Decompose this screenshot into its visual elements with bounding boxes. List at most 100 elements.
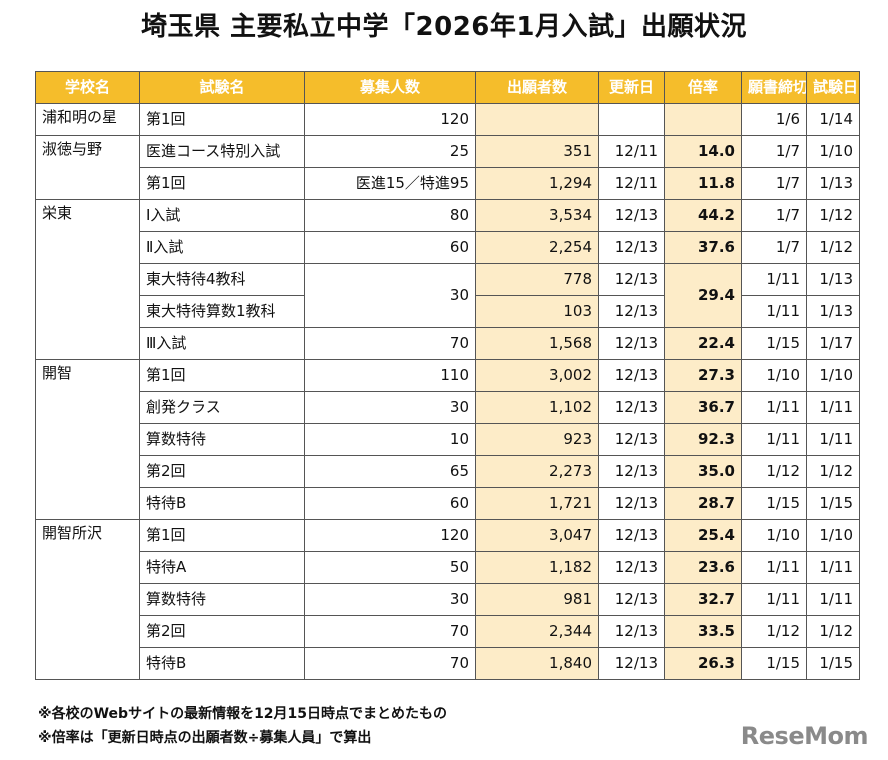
- exam-name: 第1回: [139, 103, 305, 136]
- table-row: Ⅱ入試 60 2,254 12/13 37.6 1/7 1/12: [36, 231, 860, 264]
- exam-name: 第2回: [139, 455, 305, 488]
- ratio: 27.3: [664, 359, 742, 392]
- applicants: 3,002: [475, 359, 599, 392]
- capacity: 医進15／特進95: [304, 167, 476, 200]
- applicants: 1,182: [475, 551, 599, 584]
- exam-name: 東大特待算数1教科: [139, 295, 305, 328]
- ratio: 26.3: [664, 647, 742, 680]
- table-row: 特待B 60 1,721 12/13 28.7 1/15 1/15: [36, 487, 860, 520]
- updated-date: 12/13: [598, 231, 665, 264]
- deadline: 1/7: [741, 199, 807, 232]
- ratio: 36.7: [664, 391, 742, 424]
- applicants: 1,568: [475, 327, 599, 360]
- deadline: 1/11: [741, 423, 807, 456]
- updated-date: 12/13: [598, 359, 665, 392]
- deadline: 1/15: [741, 647, 807, 680]
- exam-date: 1/17: [806, 327, 860, 360]
- exam-date: 1/10: [806, 359, 860, 392]
- header-exam-date: 試験日: [806, 71, 860, 104]
- footnote: ※倍率は「更新日時点の出願者数÷募集人員」で算出: [38, 730, 372, 746]
- capacity: 10: [304, 423, 476, 456]
- table-row: Ⅲ入試 70 1,568 12/13 22.4 1/15 1/17: [36, 327, 860, 360]
- exam-date: 1/13: [806, 263, 860, 296]
- deadline: 1/11: [741, 295, 807, 328]
- header-deadline: 願書締切: [741, 71, 807, 104]
- updated-date: 12/13: [598, 583, 665, 616]
- deadline: 1/7: [741, 167, 807, 200]
- school-name: 栄東: [35, 199, 140, 360]
- exam-date: 1/11: [806, 391, 860, 424]
- table-row: 開智所沢 第1回 120 3,047 12/13 25.4 1/10 1/10: [35, 519, 860, 680]
- table-row: 東大特待4教科 30 778 12/13 29.4 1/11 1/13: [36, 263, 860, 328]
- exam-name: 東大特待4教科: [139, 263, 305, 296]
- table-row: 東大特待算数1教科 103 12/13 1/11 1/13: [36, 295, 860, 328]
- header-ratio: 倍率: [664, 71, 742, 104]
- applicants: 2,254: [475, 231, 599, 264]
- exam-name: 第1回: [139, 519, 305, 552]
- capacity: 25: [304, 135, 476, 168]
- header-updated: 更新日: [598, 71, 665, 104]
- capacity: 30: [304, 263, 476, 328]
- capacity: 65: [304, 455, 476, 488]
- school-name: 開智所沢: [35, 519, 140, 680]
- page-title: 埼玉県 主要私立中学「2026年1月入試」出願状況: [140, 12, 747, 42]
- exam-date: 1/11: [806, 423, 860, 456]
- deadline: 1/10: [741, 519, 807, 552]
- applicants: 2,344: [475, 615, 599, 648]
- updated-date: 12/13: [598, 295, 665, 328]
- capacity: 120: [304, 103, 476, 136]
- ratio: 92.3: [664, 423, 742, 456]
- exam-date: 1/10: [806, 519, 860, 552]
- ratio: [664, 103, 742, 136]
- exam-name: Ⅲ入試: [139, 327, 305, 360]
- applicants: 1,840: [475, 647, 599, 680]
- updated-date: 12/13: [598, 263, 665, 296]
- table-row: 特待A 50 1,182 12/13 23.6 1/11 1/11: [36, 551, 860, 584]
- exam-date: 1/12: [806, 231, 860, 264]
- table-row: 第1回 医進15／特進95 1,294 12/11 11.8 1/7 1/13: [36, 167, 860, 200]
- ratio: 37.6: [664, 231, 742, 264]
- capacity: 70: [304, 327, 476, 360]
- deadline: 1/15: [741, 487, 807, 520]
- school-name: 開智: [35, 359, 140, 520]
- deadline: 1/11: [741, 583, 807, 616]
- exam-date: 1/10: [806, 135, 860, 168]
- exam-date: 1/15: [806, 487, 860, 520]
- exam-date: 1/13: [806, 295, 860, 328]
- applicants: 778: [475, 263, 599, 296]
- deadline: 1/7: [741, 135, 807, 168]
- table-row: 第2回 65 2,273 12/13 35.0 1/12 1/12: [36, 455, 860, 488]
- header-exam: 試験名: [139, 71, 305, 104]
- updated-date: 12/11: [598, 167, 665, 200]
- updated-date: 12/13: [598, 455, 665, 488]
- applicants: 103: [475, 295, 599, 328]
- updated-date: 12/13: [598, 199, 665, 232]
- exam-date: 1/13: [806, 167, 860, 200]
- school-name: 淑徳与野: [35, 135, 140, 200]
- exam-name: 医進コース特別入試: [139, 135, 305, 168]
- table-row: 開智 第1回 110 3,002 12/13 27.3 1/10 1/10: [35, 359, 860, 520]
- applicants: 3,534: [475, 199, 599, 232]
- exam-name: 特待B: [139, 487, 305, 520]
- applicants: 351: [475, 135, 599, 168]
- table-header-row: 学校名 試験名 募集人数 出願者数 更新日 倍率 願書締切 試験日: [35, 71, 860, 104]
- capacity: 110: [304, 359, 476, 392]
- applicants: 1,721: [475, 487, 599, 520]
- exam-date: 1/11: [806, 583, 860, 616]
- exam-name: 第2回: [139, 615, 305, 648]
- exam-date: 1/12: [806, 455, 860, 488]
- capacity: 60: [304, 487, 476, 520]
- exam-name: Ⅰ入試: [139, 199, 305, 232]
- table-row: 算数特待 10 923 12/13 92.3 1/11 1/11: [36, 423, 860, 456]
- exam-date: 1/15: [806, 647, 860, 680]
- applicants: 1,294: [475, 167, 599, 200]
- exam-name: 第1回: [139, 167, 305, 200]
- deadline: 1/15: [741, 327, 807, 360]
- exam-date: 1/12: [806, 615, 860, 648]
- ratio: 33.5: [664, 615, 742, 648]
- deadline: 1/12: [741, 615, 807, 648]
- updated-date: 12/13: [598, 519, 665, 552]
- table-row: 浦和明の星 第1回 120 1/6 1/14: [35, 103, 860, 136]
- capacity: 70: [304, 647, 476, 680]
- header-applicants: 出願者数: [475, 71, 599, 104]
